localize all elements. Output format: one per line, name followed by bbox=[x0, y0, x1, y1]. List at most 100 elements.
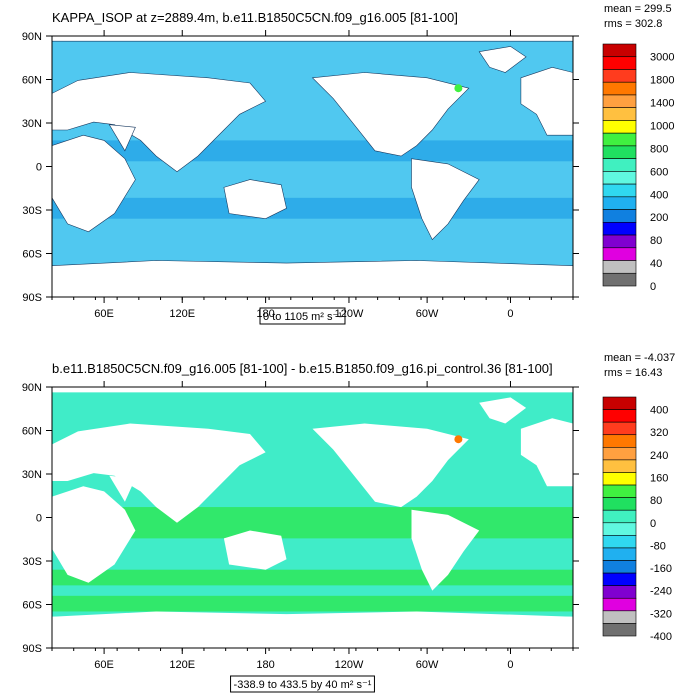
panel-kappa-isop: KAPPA_ISOP at z=2889.4m, b.e11.B1850C5CN… bbox=[22, 3, 674, 325]
range-box bbox=[259, 307, 346, 325]
colorbar: 400 320 240 160 80 0 -80 -160 -240 -320 -400 bbox=[602, 396, 672, 643]
land-mask bbox=[223, 530, 287, 570]
colorbar-swatch bbox=[602, 522, 637, 536]
y-tick-label: 90S bbox=[22, 643, 42, 655]
colorbar-label: 600 bbox=[650, 166, 668, 178]
colorbar-swatch bbox=[602, 69, 637, 83]
colorbar-swatch bbox=[602, 623, 637, 637]
field-band bbox=[52, 595, 573, 612]
hotspot bbox=[454, 435, 463, 444]
land-mask bbox=[109, 475, 136, 502]
colorbar-label: 160 bbox=[650, 473, 668, 485]
range-box bbox=[230, 675, 375, 693]
stat-rms: rms = 16.43 bbox=[604, 367, 662, 379]
colorbar-label: 80 bbox=[650, 235, 662, 247]
x-tick-label: 120W bbox=[335, 308, 364, 320]
stat-mean: mean = 299.5 bbox=[604, 3, 672, 15]
x-tick-label: 120W bbox=[335, 659, 364, 671]
colorbar-label: 320 bbox=[650, 427, 668, 439]
colorbar-label: 800 bbox=[650, 143, 668, 155]
colorbar-swatch bbox=[602, 497, 637, 511]
colorbar-swatch bbox=[602, 459, 637, 473]
colorbar-swatch bbox=[602, 434, 637, 448]
colorbar-label: 1000 bbox=[650, 121, 674, 133]
ocean-field bbox=[52, 36, 573, 297]
ocean-field bbox=[52, 387, 573, 648]
colorbar-label: 400 bbox=[650, 405, 668, 417]
colorbar-swatch bbox=[602, 509, 637, 524]
colorbar-swatch bbox=[602, 247, 637, 261]
colorbar-label: 240 bbox=[650, 450, 668, 462]
colorbar-label: 0 bbox=[650, 518, 656, 530]
land-mask bbox=[52, 134, 136, 233]
y-tick-label: 60S bbox=[22, 600, 42, 612]
range-label: 0 to 1105 m² s⁻¹ bbox=[259, 307, 346, 325]
colorbar-swatch bbox=[602, 171, 637, 185]
colorbar-swatch bbox=[602, 183, 637, 198]
colorbar-swatch bbox=[602, 196, 637, 210]
colorbar-swatch bbox=[602, 409, 637, 423]
x-tick-label: 180 bbox=[256, 659, 274, 671]
land-mask bbox=[520, 418, 573, 487]
y-tick-label: 30S bbox=[22, 205, 42, 217]
hotspot bbox=[454, 84, 463, 93]
field-band bbox=[52, 140, 573, 162]
x-tick-label: 60E bbox=[94, 659, 114, 671]
stat-rms: rms = 302.8 bbox=[604, 18, 662, 30]
colorbar-swatch bbox=[602, 234, 637, 249]
land-mask bbox=[52, 72, 267, 173]
y-tick-label: 0 bbox=[36, 162, 42, 174]
panel-difference: b.e11.B1850C5CN.f09_g16.005 [81-100] - b… bbox=[22, 352, 675, 693]
y-tick-label: 90N bbox=[22, 31, 42, 43]
land-mask bbox=[52, 486, 136, 583]
x-tick-label: 0 bbox=[507, 308, 513, 320]
panel-title: b.e11.B1850C5CN.f09_g16.005 [81-100] - b… bbox=[52, 361, 553, 376]
y-tick-label: 30N bbox=[22, 469, 42, 481]
colorbar-swatch bbox=[602, 120, 637, 134]
colorbar-label: 1800 bbox=[650, 75, 674, 87]
colorbar-label: 200 bbox=[650, 212, 668, 224]
x-tick-label: 60W bbox=[416, 659, 439, 671]
y-tick-label: 30S bbox=[22, 556, 42, 568]
stat-mean: mean = -4.037 bbox=[604, 352, 675, 364]
x-tick-label: 60E bbox=[94, 308, 114, 320]
colorbar-swatch bbox=[602, 81, 637, 96]
colorbar-swatch bbox=[602, 132, 637, 147]
colorbar-swatch bbox=[602, 447, 637, 461]
x-tick-label: 0 bbox=[507, 659, 513, 671]
land-mask bbox=[520, 66, 573, 136]
x-tick-label: 120E bbox=[169, 659, 195, 671]
range-text: -338.9 to 433.5 by 40 m² s⁻¹ bbox=[234, 679, 372, 691]
land-mask bbox=[479, 397, 527, 424]
colorbar-swatch bbox=[602, 547, 637, 561]
colorbar-label: 0 bbox=[650, 281, 656, 293]
land-mask bbox=[311, 72, 470, 157]
land-mask bbox=[52, 387, 573, 393]
colorbar-swatch bbox=[602, 145, 637, 159]
colorbar-swatch bbox=[602, 56, 637, 70]
colorbar-swatch bbox=[602, 158, 637, 172]
colorbar-swatch bbox=[602, 572, 637, 586]
range-text: 0 to 1105 m² s⁻¹ bbox=[263, 311, 342, 323]
field-band bbox=[52, 197, 573, 219]
colorbar-label: -400 bbox=[650, 631, 672, 643]
colorbar-swatch bbox=[602, 396, 637, 410]
y-tick-label: 90N bbox=[22, 382, 42, 394]
colorbar-swatch bbox=[602, 272, 637, 287]
land-mask bbox=[52, 36, 573, 42]
land-mask bbox=[52, 611, 573, 648]
colorbar-label: 400 bbox=[650, 189, 668, 201]
land-mask bbox=[312, 423, 469, 508]
y-tick-label: 60S bbox=[22, 249, 42, 261]
colorbar-swatch bbox=[602, 535, 637, 549]
range-label: -338.9 to 433.5 by 40 m² s⁻¹ bbox=[230, 675, 375, 693]
colorbar-swatch bbox=[602, 560, 637, 574]
land-mask bbox=[478, 46, 527, 73]
colorbar-label: 80 bbox=[650, 495, 662, 507]
x-tick-label: 120E bbox=[169, 308, 195, 320]
field-band bbox=[52, 507, 573, 539]
colorbar-swatch bbox=[602, 94, 637, 108]
panel-title: KAPPA_ISOP at z=2889.4m, b.e11.B1850C5CN… bbox=[52, 10, 458, 25]
